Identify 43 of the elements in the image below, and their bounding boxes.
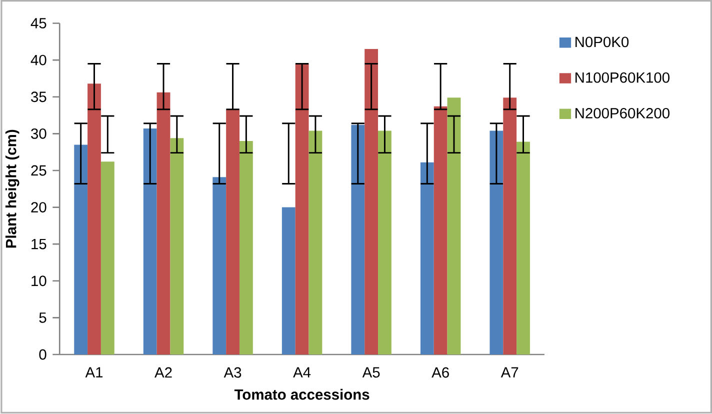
bar [378, 130, 392, 355]
x-tick-label: A4 [293, 368, 311, 378]
y-tick-label: 10 [32, 276, 46, 286]
bar [170, 138, 184, 355]
bar [420, 162, 434, 355]
bar [74, 144, 88, 355]
bar [516, 142, 530, 355]
y-tick-label: 0 [39, 350, 46, 360]
y-tick-label: 35 [31, 92, 46, 102]
bar [226, 110, 240, 355]
y-tick-label: 30 [31, 128, 46, 140]
bar [447, 98, 461, 355]
x-tick-label: A7 [500, 368, 518, 378]
bar [100, 162, 114, 355]
bar [434, 106, 448, 355]
y-tick-label: 25 [31, 165, 46, 176]
y-tick-label: 5 [39, 312, 46, 324]
bar [143, 128, 157, 355]
x-tick-label: A2 [154, 368, 172, 378]
bar [212, 177, 226, 355]
x-tick-label: A3 [224, 368, 242, 378]
bar [282, 208, 296, 355]
bar [503, 98, 517, 355]
bar [88, 84, 101, 355]
bar [308, 130, 322, 355]
y-tick-label: 40 [30, 55, 46, 66]
x-tick-label: A6 [432, 368, 449, 378]
y-tick-label: 15 [32, 239, 46, 250]
legend-label: N200P60K200 [576, 108, 670, 119]
bar [351, 125, 365, 355]
x-tick-label: A5 [362, 368, 380, 378]
x-axis-title: Tomato accessions [234, 389, 370, 400]
y-tick-label: 45 [30, 18, 46, 29]
bar [156, 92, 170, 355]
bar [490, 130, 504, 355]
legend-label: N100P60K100 [576, 72, 670, 84]
y-axis-title: Plant height (cm) [5, 130, 20, 248]
x-tick-label: A1 [85, 368, 103, 378]
legend-label: N0P0K0 [576, 36, 629, 48]
bar [239, 141, 253, 355]
y-tick-label: 20 [31, 202, 46, 213]
bar [364, 49, 378, 355]
bar [295, 64, 309, 355]
